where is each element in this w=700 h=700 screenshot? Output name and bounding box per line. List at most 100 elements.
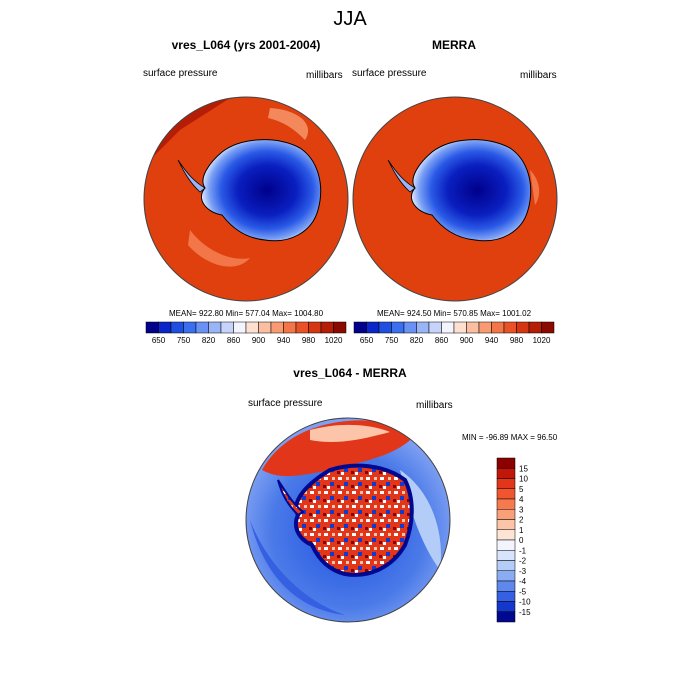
- panel-3-colorbar-swatch: [496, 488, 516, 500]
- panel-3-colorbar-label: 10: [519, 475, 528, 484]
- panel-1-colorbar-swatch: [333, 321, 347, 334]
- panel-2-colorbar-label: 1020: [533, 336, 551, 345]
- panel-3-colorbar-label: -5: [519, 587, 527, 596]
- panel-1-colorbar-swatch: [145, 321, 159, 334]
- panel-1-stats: MEAN= 922.80 Min= 577.04 Max= 1004.80: [168, 309, 324, 318]
- panel-1-colorbar-label: 750: [177, 336, 191, 345]
- panel-3-colorbar-swatch: [496, 560, 516, 571]
- panel-2-colorbar-swatch: [453, 321, 467, 334]
- panel-1-colorbar-label: 940: [277, 336, 291, 345]
- panel-2-colorbar-swatch: [466, 321, 480, 334]
- panel-3-colorbar-label: -15: [519, 608, 531, 617]
- panel-3-colorbar-swatch: [496, 539, 516, 551]
- panel-1-colorbar-swatch: [183, 321, 197, 334]
- panel-1-colorbar-swatch: [245, 321, 259, 334]
- panel-3-colorbar-swatch: [496, 529, 516, 541]
- panel-3-colorbar-swatch: [496, 498, 516, 510]
- panel-3-colorbar-swatch: [496, 468, 516, 479]
- panel-3-colorbar-label: -3: [519, 567, 527, 576]
- panel-3-colorbar-label: -4: [519, 577, 527, 586]
- panel-2-map: [353, 97, 557, 301]
- panel-1-title: vres_L064 (yrs 2001-2004): [171, 38, 321, 52]
- panel-3-colorbar-label: 2: [519, 516, 524, 525]
- panel-2-colorbar-swatch: [441, 321, 455, 334]
- panel-2-colorbar-swatch: [428, 321, 442, 334]
- panel-2-colorbar-swatch: [478, 321, 492, 334]
- panel-2-colorbar-swatch: [541, 321, 555, 334]
- panel-1-map: [144, 97, 348, 301]
- panel-2-colorbar-swatch: [528, 321, 542, 334]
- panel-3-colorbar-swatch: [496, 519, 516, 530]
- panel-1-colorbar-swatch: [320, 321, 334, 334]
- panel-1-colorbar-swatch: [283, 321, 297, 334]
- panel-1-colorbar-swatch: [170, 321, 184, 334]
- panel-1-colorbar-swatch: [233, 321, 247, 334]
- panel-2-colorbar-label: 750: [385, 336, 399, 345]
- panel-1-colorbar-swatch: [195, 321, 209, 334]
- panel-2-units-label: millibars: [520, 70, 557, 81]
- panel-1-colorbar-label: 900: [252, 336, 266, 345]
- panel-3-colorbar-label: 1: [519, 526, 524, 535]
- panel-3-map-border: [245, 417, 451, 623]
- panel-1-colorbar-swatch: [208, 321, 222, 334]
- panel-2-colorbar-label: 940: [485, 336, 499, 345]
- panel-2-stats: MEAN= 924.50 Min= 570.85 Max= 1001.02: [376, 309, 532, 318]
- panel-2-title: MERRA: [432, 38, 476, 52]
- panel-3-colorbar-swatch: [496, 611, 516, 623]
- panel-3-colorbar-label: 5: [519, 485, 524, 494]
- panel-2-colorbar-label: 980: [510, 336, 524, 345]
- panel-3-colorbar-swatch: [496, 509, 516, 520]
- panel-3-stats: MIN = -96.89 MAX = 96.50: [462, 433, 558, 442]
- panel-1-colorbar: 650 750 820 860 900 940 980 1020: [145, 321, 347, 345]
- panel-2-colorbar-swatch: [391, 321, 405, 334]
- panel-2-colorbar-swatch: [416, 321, 430, 334]
- panel-1-colorbar-swatch: [258, 321, 272, 334]
- panel-1-colorbar-swatch: [220, 321, 234, 334]
- panel-3-colorbar-label: -10: [519, 598, 531, 607]
- panel-2-colorbar-swatch: [516, 321, 530, 334]
- panel-2-colorbar-label: 860: [435, 336, 449, 345]
- panel-1-colorbar-swatch: [158, 321, 172, 334]
- panel-3-colorbar-swatch: [496, 591, 516, 602]
- panel-1-colorbar-label: 820: [202, 336, 216, 345]
- panel-3-colorbar-swatch: [496, 601, 516, 612]
- panel-1-colorbar-label: 1020: [325, 336, 343, 345]
- panel-3-title: vres_L064 - MERRA: [293, 366, 407, 380]
- panel-3-colorbar-swatch: [496, 580, 516, 592]
- panel-3-colorbar-swatch: [496, 457, 516, 469]
- panel-1-colorbar-swatch: [295, 321, 309, 334]
- panel-1-units-label: millibars: [306, 70, 343, 81]
- panel-3-colorbar-label: 0: [519, 536, 524, 545]
- panel-3-colorbar-label: 3: [519, 505, 524, 514]
- panel-3-colorbar-label: 4: [519, 495, 524, 504]
- panel-2-colorbar-swatch: [378, 321, 392, 334]
- panel-2-colorbar-swatch: [503, 321, 517, 334]
- panel-2-colorbar-swatch: [491, 321, 505, 334]
- panel-3-colorbar-swatch: [496, 478, 516, 489]
- panel-2-variable-label: surface pressure: [352, 68, 427, 79]
- panel-2-map-border: [352, 96, 558, 302]
- panel-2-colorbar-label: 820: [410, 336, 424, 345]
- panel-3-colorbar-swatch: [496, 570, 516, 582]
- panel-2-colorbar-label: 900: [460, 336, 474, 345]
- panel-1-colorbar-label: 980: [302, 336, 316, 345]
- panel-3-colorbar-label: 15: [519, 464, 528, 473]
- panel-1-variable-label: surface pressure: [143, 68, 218, 79]
- figure-title: JJA: [333, 8, 367, 30]
- panel-3-colorbar-swatch: [496, 550, 516, 561]
- panel-1-map-border: [143, 96, 349, 302]
- panel-3-units-label: millibars: [416, 400, 453, 411]
- panel-2-colorbar-swatch: [353, 321, 367, 334]
- panel-2-colorbar-swatch: [366, 321, 380, 334]
- panel-2-colorbar-swatch: [403, 321, 417, 334]
- panel-3-colorbar-label: -2: [519, 557, 527, 566]
- panel-1-colorbar-swatch: [270, 321, 284, 334]
- panel-1-colorbar-swatch: [308, 321, 322, 334]
- panel-3-map: [246, 418, 450, 622]
- panel-2-colorbar: 650 750 820 860 900 940 980 1020: [353, 321, 555, 345]
- panel-3-colorbar-label: -1: [519, 546, 527, 555]
- panel-1-colorbar-label: 860: [227, 336, 241, 345]
- panel-1-colorbar-label: 650: [152, 336, 166, 345]
